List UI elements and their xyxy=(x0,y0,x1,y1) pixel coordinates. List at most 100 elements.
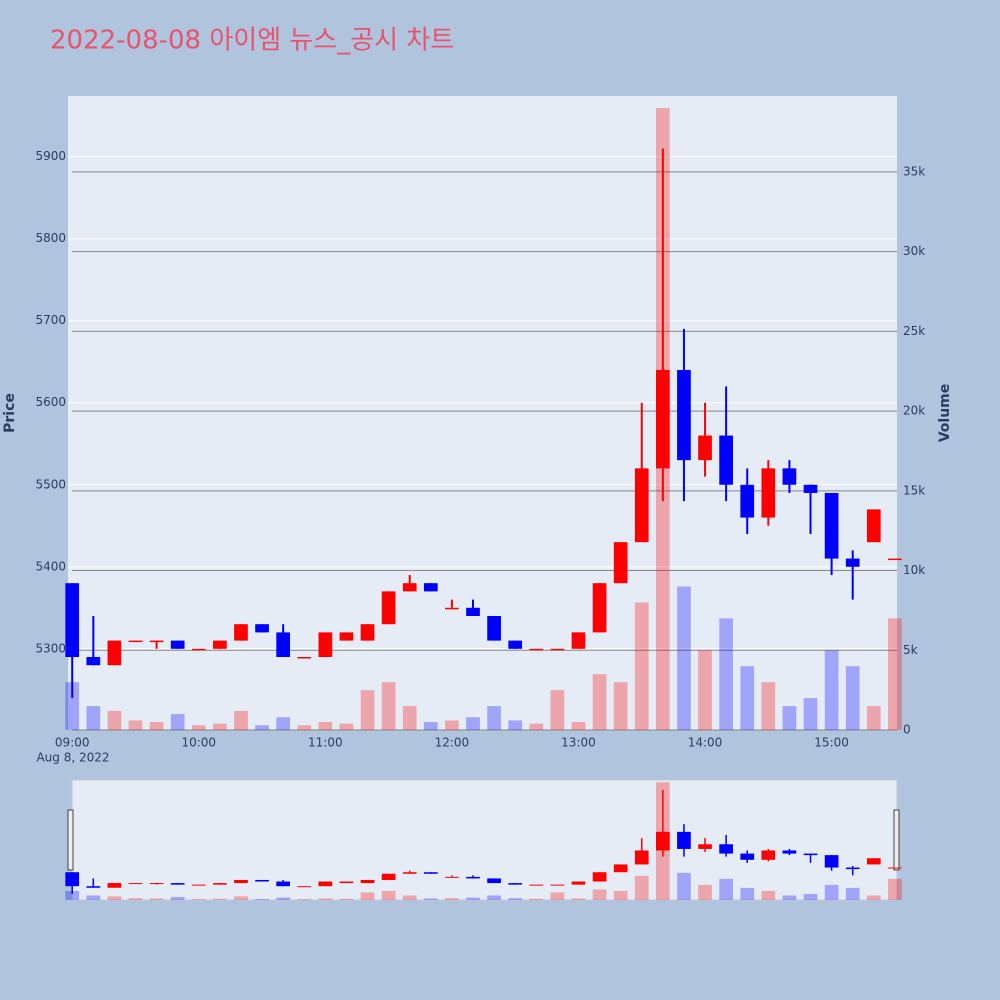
candle-body xyxy=(297,657,312,659)
volume-bar xyxy=(634,602,649,730)
slider-volume-bar xyxy=(571,898,586,900)
slider-candle-body xyxy=(487,878,501,884)
volume-bar xyxy=(339,723,354,730)
slider-candle-body xyxy=(423,872,438,874)
slider-candle-body xyxy=(86,886,101,888)
volume-bar xyxy=(445,720,459,730)
slider-volume-bar xyxy=(149,898,164,900)
slider-volume-bar xyxy=(487,895,501,900)
slider-candle-body xyxy=(592,872,607,882)
slider-candle-body xyxy=(824,855,839,868)
volume-bar xyxy=(128,720,143,730)
slider-candle-body xyxy=(128,883,143,885)
x-date-label: Aug 8, 2022 xyxy=(36,751,109,765)
slider-candle-body xyxy=(170,883,185,885)
slider-candle-body xyxy=(381,873,396,880)
chart-title: 2022-08-08 아이엠 뉴스_공시 차트 xyxy=(50,26,454,56)
candle-body xyxy=(487,615,501,641)
candle-body xyxy=(423,583,438,592)
y2-tick-label: 20k xyxy=(903,404,925,418)
volume-bar xyxy=(402,706,417,730)
slider-volume-bar xyxy=(677,872,691,900)
candle-body xyxy=(613,542,628,584)
y-tick-label: 5500 xyxy=(35,477,66,491)
slider-candle-body xyxy=(634,850,649,865)
x-tick-label: 13:00 xyxy=(561,736,596,750)
y2-axis-title: Volume xyxy=(937,384,953,443)
y2-tick-label: 10k xyxy=(903,563,925,577)
y2-tick-label: 30k xyxy=(903,244,925,258)
candle-body xyxy=(445,607,459,610)
slider-candle-body xyxy=(445,876,459,878)
slider-volume-bar xyxy=(339,898,354,900)
y2-tick-label: 5k xyxy=(903,643,918,657)
slider-candle-body xyxy=(339,881,354,884)
slider-handle[interactable] xyxy=(67,809,74,871)
y-tick-label: 5900 xyxy=(35,149,66,163)
volume-bar xyxy=(592,674,607,730)
slider-handle[interactable] xyxy=(893,809,900,871)
slider-candle-body xyxy=(803,853,818,856)
candle-body xyxy=(360,624,375,641)
volume-bar xyxy=(487,706,501,730)
candle-body xyxy=(339,632,354,641)
candle-body xyxy=(782,468,797,485)
slider-volume-bar xyxy=(740,887,755,900)
slider-candle-body xyxy=(761,850,776,860)
volume-bar xyxy=(423,722,438,730)
slider-volume-bar xyxy=(402,895,417,900)
slider-candle-body xyxy=(866,858,881,865)
slider-candle-body xyxy=(255,879,269,882)
slider-volume-bar xyxy=(888,878,902,900)
candle-body xyxy=(86,657,101,666)
slider-candle-body xyxy=(65,872,80,887)
volume-bar xyxy=(845,666,860,730)
volume-bar xyxy=(149,722,164,730)
candle-body xyxy=(508,640,523,649)
candle-body xyxy=(698,435,712,461)
candle-body xyxy=(318,632,333,658)
candle-body xyxy=(529,648,544,651)
slider-candle-body xyxy=(107,883,122,888)
slider-volume-bar xyxy=(86,895,101,900)
candle-body xyxy=(402,583,417,592)
volume-bar xyxy=(170,714,185,730)
y-tick-label: 5400 xyxy=(35,559,66,573)
volume-bar xyxy=(107,710,122,730)
candle-body xyxy=(381,591,396,625)
volume-bar xyxy=(529,723,544,730)
slider-volume-bar xyxy=(719,878,733,900)
slider-candle-body xyxy=(529,884,544,886)
y2-tick-label: 25k xyxy=(903,324,925,338)
range-slider xyxy=(71,779,898,901)
candle-body xyxy=(65,583,80,658)
slider-candle-body xyxy=(276,881,291,887)
candle-body xyxy=(170,640,185,649)
volume-bar xyxy=(698,650,712,730)
volume-bar xyxy=(213,723,227,730)
slider-volume-bar xyxy=(866,895,881,900)
volume-bar xyxy=(782,706,797,730)
x-tick-label: 14:00 xyxy=(688,736,723,750)
candle-body xyxy=(677,369,691,461)
slider-candle-body xyxy=(698,844,712,849)
slider-volume-bar xyxy=(445,898,459,900)
slider-volume-bar xyxy=(381,890,396,900)
slider-candle-body xyxy=(550,884,565,886)
y2-tick-label: 35k xyxy=(903,164,925,178)
slider-volume-bar xyxy=(803,893,818,900)
y-tick-label: 5600 xyxy=(35,395,66,409)
y-tick-label: 5700 xyxy=(35,313,66,327)
slider-volume-bar xyxy=(824,884,839,900)
volume-bar xyxy=(381,682,396,730)
volume-bar xyxy=(803,698,818,730)
slider-candle-body xyxy=(360,879,375,884)
slider-volume-bar xyxy=(550,892,565,900)
slider-candle-body xyxy=(740,853,755,860)
slider-volume-bar xyxy=(107,896,122,900)
candle-body xyxy=(740,484,755,518)
slider-candle-body xyxy=(845,867,860,870)
y-tick-label: 5800 xyxy=(35,231,66,245)
candle-body xyxy=(149,640,164,643)
